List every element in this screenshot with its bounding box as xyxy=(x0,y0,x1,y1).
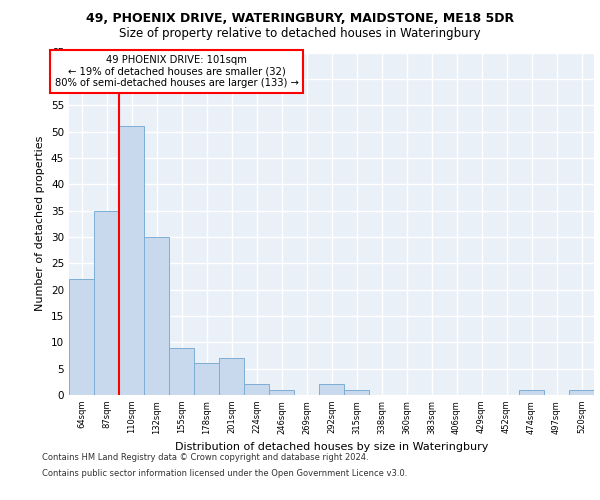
Text: 49 PHOENIX DRIVE: 101sqm
← 19% of detached houses are smaller (32)
80% of semi-d: 49 PHOENIX DRIVE: 101sqm ← 19% of detach… xyxy=(55,55,298,88)
Bar xyxy=(219,358,244,395)
Text: 49, PHOENIX DRIVE, WATERINGBURY, MAIDSTONE, ME18 5DR: 49, PHOENIX DRIVE, WATERINGBURY, MAIDSTO… xyxy=(86,12,514,26)
Bar xyxy=(344,390,369,395)
Bar xyxy=(569,390,594,395)
Bar xyxy=(194,364,219,395)
Bar xyxy=(94,210,119,395)
Bar xyxy=(144,237,169,395)
Bar xyxy=(244,384,269,395)
Bar xyxy=(519,390,544,395)
Text: Size of property relative to detached houses in Wateringbury: Size of property relative to detached ho… xyxy=(119,28,481,40)
Bar xyxy=(69,279,94,395)
Bar xyxy=(169,348,194,395)
Text: Contains HM Land Registry data © Crown copyright and database right 2024.: Contains HM Land Registry data © Crown c… xyxy=(42,454,368,462)
Y-axis label: Number of detached properties: Number of detached properties xyxy=(35,136,46,312)
X-axis label: Distribution of detached houses by size in Wateringbury: Distribution of detached houses by size … xyxy=(175,442,488,452)
Bar xyxy=(319,384,344,395)
Bar xyxy=(119,126,144,395)
Text: Contains public sector information licensed under the Open Government Licence v3: Contains public sector information licen… xyxy=(42,468,407,477)
Bar xyxy=(269,390,294,395)
